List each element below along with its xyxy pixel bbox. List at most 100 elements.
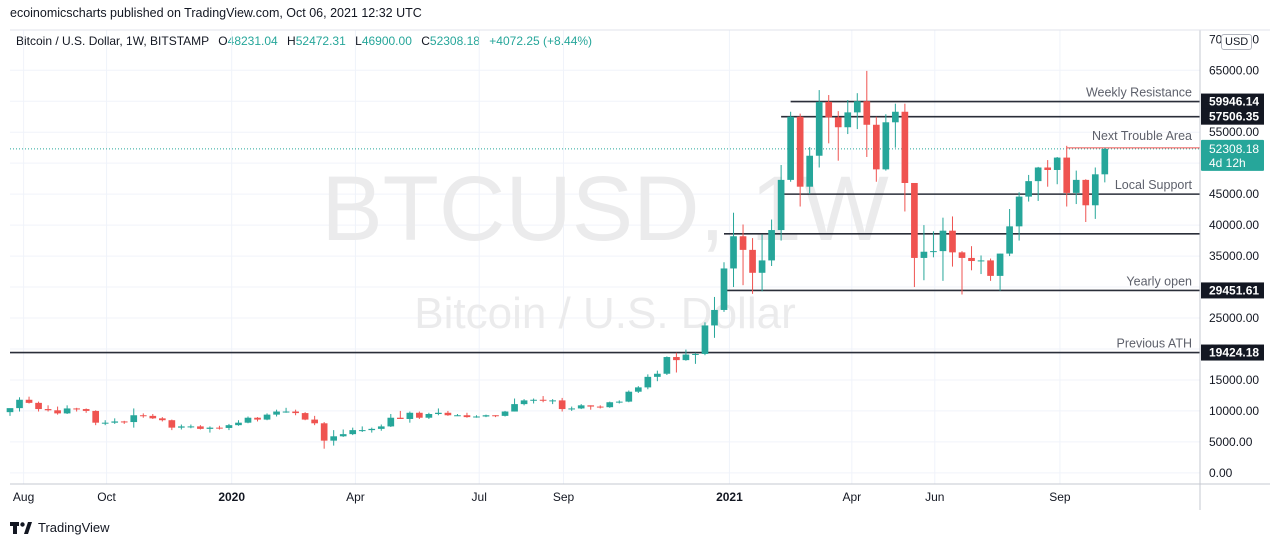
candle-body — [958, 252, 966, 258]
candle-body — [1063, 157, 1071, 193]
x-tick-label: Sep — [553, 490, 575, 504]
level-name: Yearly open — [1126, 274, 1192, 288]
candle-body — [406, 412, 414, 419]
level-price-tag — [1201, 108, 1264, 125]
x-tick-label: Jun — [925, 490, 944, 504]
candle-body — [796, 116, 804, 187]
y-tick-label: 40000.00 — [1209, 218, 1259, 232]
candle-body — [463, 415, 471, 418]
y-tick-label: 10000.00 — [1209, 404, 1259, 418]
candle-body — [549, 400, 556, 402]
x-tick-label: 2020 — [218, 490, 245, 504]
candle-body — [558, 400, 566, 410]
candle-body — [197, 426, 204, 429]
candle-body — [977, 260, 985, 262]
candle-body — [568, 408, 576, 410]
candle-body — [844, 112, 852, 128]
candle-body — [206, 427, 214, 429]
candle-body — [54, 410, 61, 414]
candle-body — [111, 421, 119, 423]
candles — [6, 70, 1109, 449]
candle-body — [101, 422, 109, 424]
candle-body — [273, 411, 280, 415]
high-label: H — [287, 34, 296, 48]
candle-body — [654, 373, 661, 377]
level-price-label: 57506.35 — [1209, 110, 1259, 124]
candle-body — [1034, 167, 1042, 182]
current-price-label: 52308.18 — [1209, 142, 1259, 156]
candle-body — [625, 391, 633, 402]
candle-body — [6, 408, 14, 413]
candle-body — [444, 412, 452, 416]
candle-body — [949, 230, 956, 253]
candle-body — [16, 399, 23, 409]
candle-body — [387, 417, 395, 427]
candle-body — [901, 111, 909, 183]
candle-body — [720, 268, 728, 310]
candle-body — [739, 236, 747, 250]
publisher-line: ecoinomicscharts published on TradingVie… — [10, 6, 422, 20]
x-tick-label: Sep — [1049, 490, 1071, 504]
x-tick-label: Aug — [13, 490, 34, 504]
candle-body — [320, 423, 328, 441]
candle-body — [330, 436, 338, 441]
candle-body — [396, 417, 404, 419]
candle-body — [806, 155, 814, 187]
level-price-tag — [1201, 344, 1264, 361]
candle-body — [311, 419, 318, 424]
currency-button[interactable]: USD — [1221, 34, 1253, 50]
candle-body — [1006, 226, 1013, 254]
candle-body — [1082, 179, 1090, 206]
candle-body — [501, 411, 509, 416]
candle-body — [235, 422, 242, 426]
candle-body — [892, 111, 899, 123]
candle-body — [482, 415, 490, 417]
candle-body — [187, 426, 195, 428]
level-price-label: 19424.18 — [1209, 346, 1259, 360]
candle-body — [1053, 157, 1061, 170]
candle-body — [178, 426, 185, 428]
candle-body — [768, 230, 775, 261]
current-price-tag — [1201, 139, 1264, 171]
level-price-label: 59946.14 — [1209, 95, 1259, 109]
level-price-tag — [1201, 282, 1264, 299]
candle-body — [587, 405, 595, 407]
candle-body — [815, 101, 823, 156]
candle-body — [1091, 174, 1099, 206]
footer-brand-text: TradingView — [38, 520, 110, 535]
candle-body — [692, 353, 699, 355]
watermark-name: Bitcoin / U.S. Dollar — [414, 289, 795, 338]
symbol-title: Bitcoin / U.S. Dollar, 1W, BITSTAMP — [16, 34, 209, 48]
candle-body — [473, 416, 480, 418]
y-tick-label: 35000.00 — [1209, 249, 1259, 263]
level-name: Previous ATH — [1117, 337, 1193, 351]
level-name: Weekly Resistance — [1086, 86, 1192, 100]
candle-body — [968, 257, 975, 262]
x-tick-label: Apr — [346, 490, 365, 504]
candle-body — [301, 413, 309, 420]
candle-body — [25, 399, 33, 403]
candle-body — [130, 415, 138, 423]
candle-body — [634, 387, 642, 392]
candle-body — [377, 426, 385, 429]
level-price-label: 29451.61 — [1209, 283, 1259, 297]
candle-body — [44, 409, 52, 411]
tradingview-logo-icon — [10, 521, 32, 534]
candle-body — [539, 399, 547, 401]
candle-body — [254, 417, 261, 420]
symbol-legend: Bitcoin / U.S. Dollar, 1W, BITSTAMP O482… — [16, 34, 592, 48]
candle-body — [73, 408, 80, 410]
candle-body — [596, 406, 604, 408]
candle-body — [35, 402, 42, 410]
x-tick-label: Oct — [97, 490, 116, 504]
annotation-text: Next Trouble Area — [1092, 129, 1192, 143]
candle-body — [263, 414, 271, 420]
candle-body — [682, 354, 690, 361]
candle-body — [777, 179, 785, 231]
candle-body — [701, 325, 709, 354]
candle-body — [292, 411, 299, 414]
candle-body — [615, 401, 623, 403]
close-label: C — [421, 34, 430, 48]
candle-body — [282, 411, 290, 413]
